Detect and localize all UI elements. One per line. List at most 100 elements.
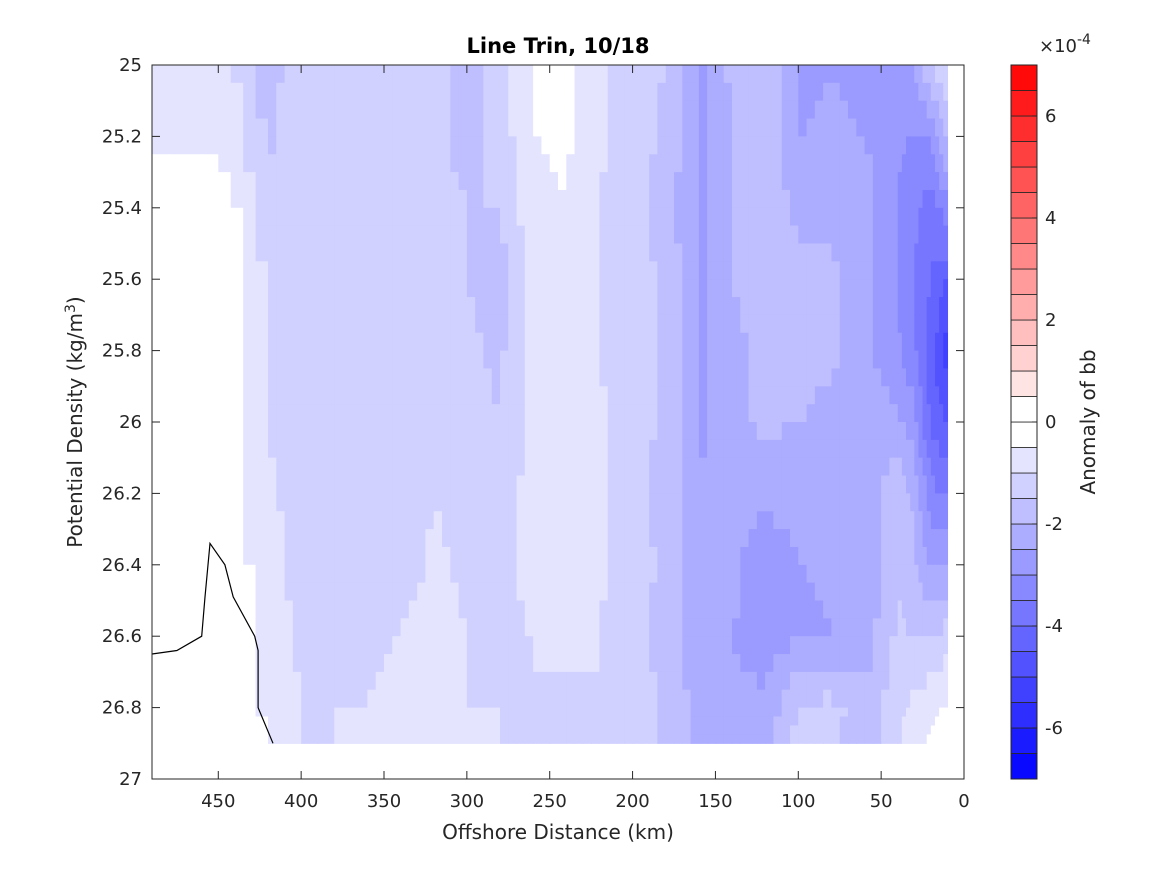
contour-cell	[665, 582, 675, 602]
contour-cell	[814, 314, 824, 334]
contour-cell	[773, 600, 783, 619]
contour-cell	[309, 734, 319, 744]
contour-cell	[524, 386, 534, 405]
contour-cell	[698, 207, 708, 227]
contour-cell	[317, 368, 327, 387]
contour-cell	[218, 716, 232, 727]
contour-cell	[185, 546, 203, 566]
contour-cell	[616, 457, 625, 477]
contour-cell	[450, 386, 460, 405]
contour-cell	[632, 154, 642, 173]
contour-cell	[864, 82, 874, 102]
contour-cell	[715, 725, 725, 735]
contour-cell	[897, 636, 903, 655]
contour-cell	[483, 439, 493, 459]
contour-cell	[359, 243, 369, 262]
contour-cell	[185, 368, 203, 387]
contour-cell	[549, 546, 559, 566]
contour-cell	[823, 439, 833, 459]
contour-cell	[218, 189, 232, 209]
contour-cell	[350, 457, 360, 477]
contour-cell	[458, 439, 468, 459]
contour-cell	[674, 636, 683, 655]
contour-cell	[910, 65, 915, 84]
contour-cell	[715, 600, 725, 619]
contour-cell	[798, 707, 808, 718]
contour-cell	[665, 368, 675, 387]
contour-cell	[309, 546, 319, 566]
contour-cell	[276, 475, 286, 494]
contour-cell	[781, 136, 791, 155]
contour-cell	[276, 546, 286, 566]
contour-cell	[935, 225, 940, 245]
contour-cell	[384, 172, 393, 191]
contour-cell	[284, 314, 294, 334]
contour-cell	[255, 707, 269, 718]
contour-cell	[392, 368, 402, 387]
contour-cell	[930, 422, 936, 441]
contour-cell	[417, 546, 427, 566]
contour-cell	[918, 734, 924, 744]
contour-cell	[185, 422, 203, 441]
contour-cell	[334, 368, 344, 387]
contour-cell	[230, 618, 244, 637]
contour-cell	[848, 279, 857, 298]
contour-cell	[616, 734, 625, 744]
contour-cell	[582, 654, 592, 673]
contour-cell	[872, 118, 882, 137]
contour-cell	[732, 457, 741, 477]
contour-cell	[740, 475, 750, 494]
contour-cell	[872, 332, 882, 352]
contour-cell	[848, 404, 857, 423]
contour-cell	[466, 716, 476, 727]
contour-cell	[715, 564, 725, 584]
contour-cell	[665, 243, 675, 262]
contour-cell	[201, 529, 219, 548]
contour-cell	[558, 457, 567, 477]
contour-cell	[342, 350, 352, 370]
contour-cell	[906, 297, 911, 316]
contour-cell	[317, 386, 327, 405]
contour-cell	[350, 689, 360, 709]
contour-cell	[433, 457, 443, 477]
contour-cell	[831, 654, 841, 673]
colorbar-swatch	[1010, 90, 1038, 117]
contour-cell	[914, 82, 920, 102]
colorbar-exponent: ×10-4	[1039, 32, 1091, 57]
contour-cell	[723, 189, 733, 209]
contour-cell	[935, 493, 940, 512]
contour-cell	[342, 118, 352, 137]
contour-cell	[334, 493, 344, 512]
contour-cell	[442, 654, 451, 673]
contour-cell	[566, 314, 576, 334]
contour-cell	[185, 725, 203, 735]
colorbar-swatch	[1010, 345, 1038, 372]
contour-cell	[790, 172, 799, 191]
contour-cell	[901, 154, 907, 173]
contour-cell	[665, 386, 675, 405]
contour-cell	[806, 100, 816, 120]
contour-cell	[756, 118, 766, 137]
contour-cell	[914, 671, 920, 691]
contour-cell	[359, 734, 369, 744]
contour-cell	[926, 243, 932, 262]
contour-cell	[814, 154, 824, 173]
contour-cell	[640, 136, 650, 155]
contour-cell	[926, 511, 932, 530]
contour-cell	[901, 100, 907, 120]
contour-cell	[558, 654, 567, 673]
contour-cell	[574, 457, 584, 477]
contour-cell	[773, 689, 783, 709]
contour-cell	[607, 618, 617, 637]
contour-cell	[466, 422, 476, 441]
contour-cell	[814, 65, 824, 84]
contour-cell	[616, 475, 625, 494]
contour-cell	[707, 493, 717, 512]
contour-cell	[806, 546, 816, 566]
contour-cell	[901, 529, 907, 548]
contour-cell	[781, 636, 791, 655]
contour-cell	[185, 600, 203, 619]
contour-cell	[939, 225, 944, 245]
contour-cell	[935, 636, 940, 655]
contour-cell	[773, 439, 783, 459]
